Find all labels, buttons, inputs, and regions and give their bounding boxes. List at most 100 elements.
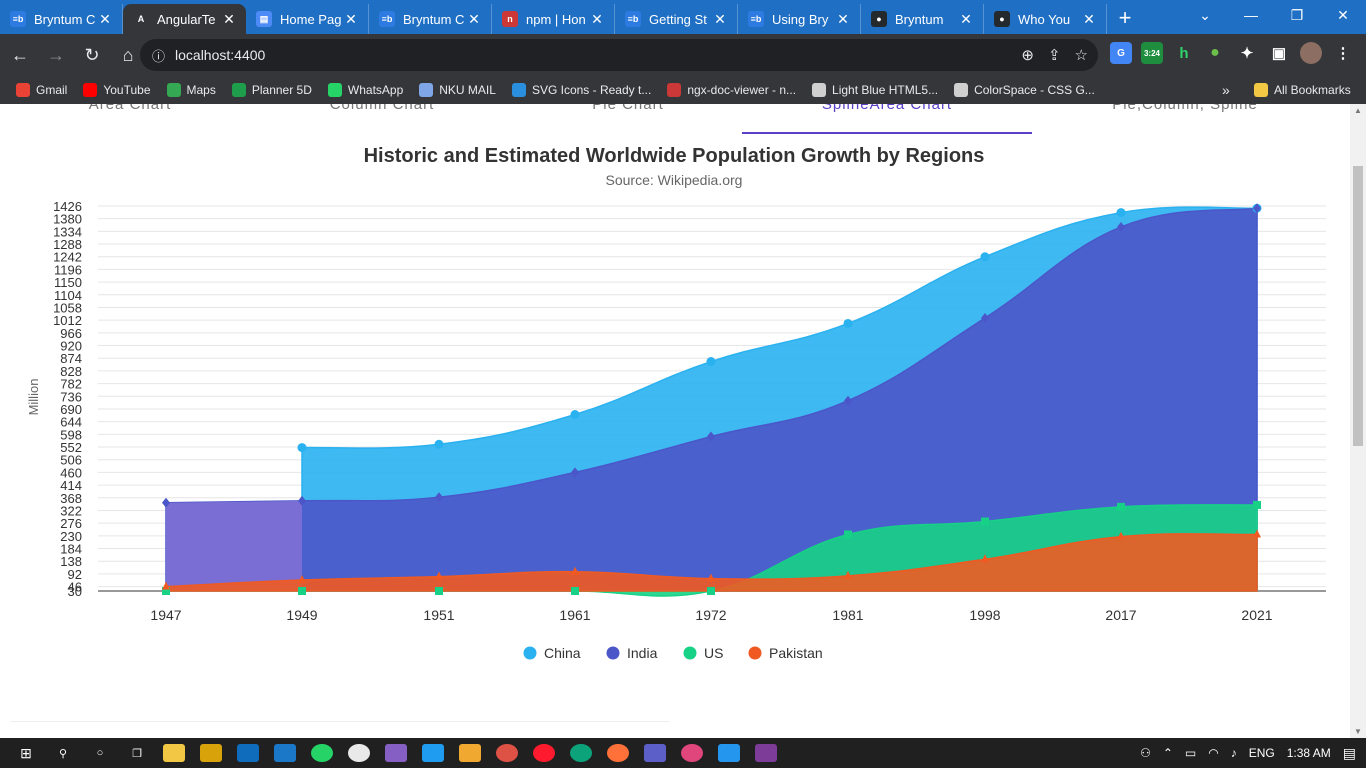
y-tick-label: 1334	[53, 224, 82, 239]
sheets-extension-icon[interactable]: 3:24	[1141, 42, 1163, 64]
scroll-down-icon[interactable]: ▼	[1354, 727, 1362, 736]
store-icon[interactable]	[200, 744, 222, 762]
close-tab-icon[interactable]: ✕	[837, 10, 849, 27]
media-player-icon[interactable]	[644, 744, 666, 762]
people-icon[interactable]: ⚇	[1140, 746, 1151, 760]
bookmark-item[interactable]: Maps	[166, 83, 216, 97]
scroll-up-icon[interactable]: ▲	[1354, 106, 1362, 115]
search-icon[interactable]: ⚲	[58, 747, 68, 760]
translate-extension-icon[interactable]: G	[1110, 42, 1132, 64]
firefox-icon[interactable]	[607, 744, 629, 762]
bookmark-item[interactable]: ColorSpace - CSS G...	[954, 83, 1095, 97]
close-tab-icon[interactable]: ✕	[468, 10, 480, 27]
clock[interactable]: 1:38 AM	[1286, 746, 1331, 760]
more-bookmarks-chevron-icon[interactable]: »	[1222, 82, 1230, 98]
address-bar[interactable]: ⓘ localhost:4400 ⊕ ⇪ ☆	[140, 39, 1098, 71]
whatsapp-icon[interactable]	[311, 744, 333, 762]
browser-tab[interactable]: ≡b Bryntum C ✕	[0, 4, 123, 34]
close-tab-icon[interactable]: ✕	[99, 10, 111, 27]
side-panel-icon[interactable]: ▣	[1268, 42, 1290, 64]
mail-icon[interactable]	[237, 744, 259, 762]
back-arrow-icon[interactable]: ←	[11, 44, 29, 65]
site-info-icon[interactable]: ⓘ	[152, 48, 166, 64]
bookmark-item[interactable]: Gmail	[16, 83, 67, 97]
windows-start-icon[interactable]: ⊞	[20, 744, 32, 761]
show-hidden-icons-chevron-icon[interactable]: ⌃	[1162, 746, 1173, 760]
close-tab-icon[interactable]: ✕	[714, 10, 726, 27]
bryntum-icon: ≡b	[625, 11, 641, 27]
browser-tab[interactable]: ● Who You ✕	[984, 4, 1107, 34]
cortana-icon[interactable]: ○	[96, 747, 104, 759]
close-tab-icon[interactable]: ✕	[1083, 10, 1095, 27]
chart-tab[interactable]: Column Chart	[329, 104, 435, 113]
close-window-button[interactable]: ✕	[1337, 6, 1349, 23]
bookmark-item[interactable]: Light Blue HTML5...	[812, 83, 938, 97]
docker-icon[interactable]	[718, 744, 740, 762]
vscode-icon[interactable]	[422, 744, 444, 762]
bookmark-item[interactable]: SVG Icons - Ready t...	[511, 83, 651, 97]
browser-tab[interactable]: n npm | Hon ✕	[492, 4, 615, 34]
profile-avatar[interactable]	[1300, 42, 1322, 64]
tools-icon[interactable]	[459, 744, 481, 762]
chart-tab[interactable]: Area Chart	[88, 104, 172, 113]
close-tab-icon[interactable]: ✕	[591, 10, 603, 27]
browser-tab[interactable]: ● Bryntum ✕	[861, 4, 984, 34]
restore-window-button[interactable]: ❐	[1290, 6, 1304, 23]
browser-tab[interactable]: ▤ Home Pag ✕	[246, 4, 369, 34]
minimize-window-button[interactable]: —	[1244, 7, 1258, 23]
home-icon[interactable]: ⌂	[122, 44, 134, 65]
y-tick-label: 966	[60, 326, 82, 341]
clock-extension-icon[interactable]: ●	[1204, 42, 1226, 64]
forward-arrow-icon[interactable]: →	[47, 44, 65, 65]
browser-tab[interactable]: A AngularTe ✕	[123, 4, 246, 34]
close-tab-icon[interactable]: ✕	[960, 10, 972, 27]
h-extension-icon[interactable]: h	[1173, 42, 1195, 64]
bookmark-label: Light Blue HTML5...	[832, 83, 939, 97]
bookmark-item[interactable]: WhatsApp	[327, 83, 403, 97]
visual-studio-icon[interactable]	[385, 744, 407, 762]
chart-tab[interactable]: Pie Chart	[592, 104, 664, 113]
bookmark-item[interactable]: NKU MAIL	[419, 83, 496, 97]
bookmark-item[interactable]: Planner 5D	[231, 83, 312, 97]
menu-kebab-icon[interactable]: ⋮	[1332, 42, 1354, 64]
bookmark-star-icon[interactable]: ☆	[1074, 47, 1088, 64]
opera-icon[interactable]	[533, 744, 555, 762]
slack-icon[interactable]	[348, 744, 370, 762]
share-icon[interactable]: ⇪	[1047, 47, 1061, 64]
zoom-icon[interactable]: ⊕	[1021, 47, 1034, 64]
y-tick-label: 92	[68, 567, 82, 582]
edge-icon[interactable]	[570, 744, 592, 762]
bookmark-item[interactable]: YouTube	[83, 83, 151, 97]
y-tick-label: 138	[60, 554, 82, 569]
data-point	[298, 587, 306, 595]
task-view-icon[interactable]: ❐	[132, 747, 142, 760]
y-tick-label: 736	[60, 389, 82, 404]
extensions-puzzle-icon[interactable]: ✦	[1236, 42, 1258, 64]
battery-icon[interactable]: ▭	[1184, 746, 1197, 760]
close-tab-icon[interactable]: ✕	[223, 10, 235, 27]
new-tab-button[interactable]: +	[1118, 5, 1132, 30]
volume-icon[interactable]: ♪	[1230, 746, 1237, 760]
wifi-icon[interactable]: ◠	[1208, 746, 1219, 760]
file-explorer-icon[interactable]	[163, 744, 185, 762]
y-tick-label: 1196	[54, 262, 82, 277]
outlook-icon[interactable]	[274, 744, 296, 762]
notifications-icon[interactable]: ▤	[1342, 744, 1356, 761]
browser-tab[interactable]: ≡b Using Bry ✕	[738, 4, 861, 34]
terminal-icon[interactable]	[755, 744, 777, 762]
browser-tab[interactable]: ≡b Getting St ✕	[615, 4, 738, 34]
close-tab-icon[interactable]: ✕	[345, 10, 357, 27]
chart-tab[interactable]: Pie,Column, Spline	[1112, 104, 1258, 113]
scrollbar-thumb[interactable]	[1353, 166, 1363, 446]
chart-tab[interactable]: SplineArea Chart	[821, 104, 953, 113]
vivaldi-icon[interactable]	[681, 744, 703, 762]
chrome-icon[interactable]	[496, 744, 518, 762]
all-bookmarks-folder[interactable]: All Bookmarks	[1254, 83, 1351, 97]
x-tick-label: 2021	[1241, 607, 1272, 623]
reload-icon[interactable]: ↻	[84, 44, 100, 65]
page-scrollbar[interactable]: ▲ ▼	[1350, 104, 1366, 738]
tab-search-icon[interactable]: ⌄	[1199, 6, 1211, 23]
language-indicator[interactable]: ENG	[1248, 746, 1275, 760]
bookmark-item[interactable]: ngx-doc-viewer - n...	[667, 83, 796, 97]
browser-tab[interactable]: ≡b Bryntum C ✕	[369, 4, 492, 34]
